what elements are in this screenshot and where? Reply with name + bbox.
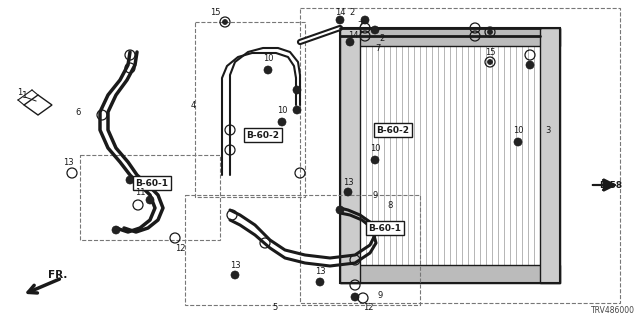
- Bar: [340, 28, 560, 46]
- Text: 15: 15: [210, 7, 220, 17]
- Text: 3: 3: [545, 125, 550, 134]
- Text: 11: 11: [135, 188, 145, 196]
- Bar: [340, 28, 360, 283]
- Text: 8: 8: [387, 201, 393, 210]
- Circle shape: [336, 16, 344, 24]
- Circle shape: [316, 278, 324, 286]
- Text: 5: 5: [273, 303, 278, 313]
- Text: 9: 9: [372, 190, 378, 199]
- Bar: [340, 265, 560, 283]
- Bar: [80, 155, 220, 240]
- Circle shape: [526, 61, 534, 69]
- Text: 10: 10: [276, 106, 287, 115]
- Text: 6: 6: [76, 108, 81, 116]
- Text: FR.: FR.: [48, 270, 68, 280]
- Text: 12: 12: [363, 303, 373, 313]
- Circle shape: [514, 138, 522, 146]
- Circle shape: [371, 156, 379, 164]
- Bar: [540, 28, 560, 283]
- Text: 2: 2: [349, 7, 355, 17]
- Text: B-60-2: B-60-2: [376, 125, 410, 134]
- Text: 13: 13: [63, 157, 74, 166]
- Text: 10: 10: [513, 125, 524, 134]
- Text: 15: 15: [484, 47, 495, 57]
- Circle shape: [112, 226, 120, 234]
- Text: 1: 1: [17, 87, 22, 97]
- Text: B-58: B-58: [600, 180, 623, 189]
- FancyArrowPatch shape: [593, 180, 613, 190]
- Text: 13: 13: [315, 268, 325, 276]
- Text: 9: 9: [378, 291, 383, 300]
- Bar: [185, 195, 420, 305]
- Circle shape: [264, 66, 272, 74]
- Text: 13: 13: [230, 260, 240, 269]
- Circle shape: [336, 206, 344, 214]
- Text: B-60-1: B-60-1: [369, 223, 401, 233]
- Circle shape: [344, 188, 352, 196]
- Circle shape: [293, 86, 301, 94]
- Text: TRV486000: TRV486000: [591, 306, 635, 315]
- Text: 12: 12: [175, 244, 185, 252]
- Circle shape: [231, 271, 239, 279]
- Text: 1: 1: [22, 91, 28, 100]
- Text: 10: 10: [370, 143, 380, 153]
- Bar: [300, 8, 620, 303]
- Circle shape: [146, 196, 154, 204]
- Circle shape: [488, 29, 493, 35]
- Circle shape: [223, 20, 227, 25]
- Circle shape: [346, 38, 354, 46]
- Circle shape: [371, 26, 379, 34]
- Text: 7: 7: [357, 20, 363, 29]
- Circle shape: [293, 106, 301, 114]
- Text: 7: 7: [375, 44, 381, 52]
- Bar: [195, 22, 305, 197]
- Text: 4: 4: [190, 100, 196, 109]
- Text: B-60-1: B-60-1: [136, 179, 168, 188]
- Text: 14: 14: [335, 7, 345, 17]
- Bar: [340, 28, 560, 283]
- Circle shape: [126, 176, 134, 184]
- Circle shape: [351, 293, 359, 301]
- Circle shape: [278, 118, 286, 126]
- Text: B-60-2: B-60-2: [246, 131, 280, 140]
- Text: 2: 2: [380, 34, 385, 43]
- Text: 14: 14: [348, 30, 358, 39]
- Text: 13: 13: [342, 178, 353, 187]
- Circle shape: [361, 16, 369, 24]
- Text: 10: 10: [263, 53, 273, 62]
- Circle shape: [488, 60, 493, 65]
